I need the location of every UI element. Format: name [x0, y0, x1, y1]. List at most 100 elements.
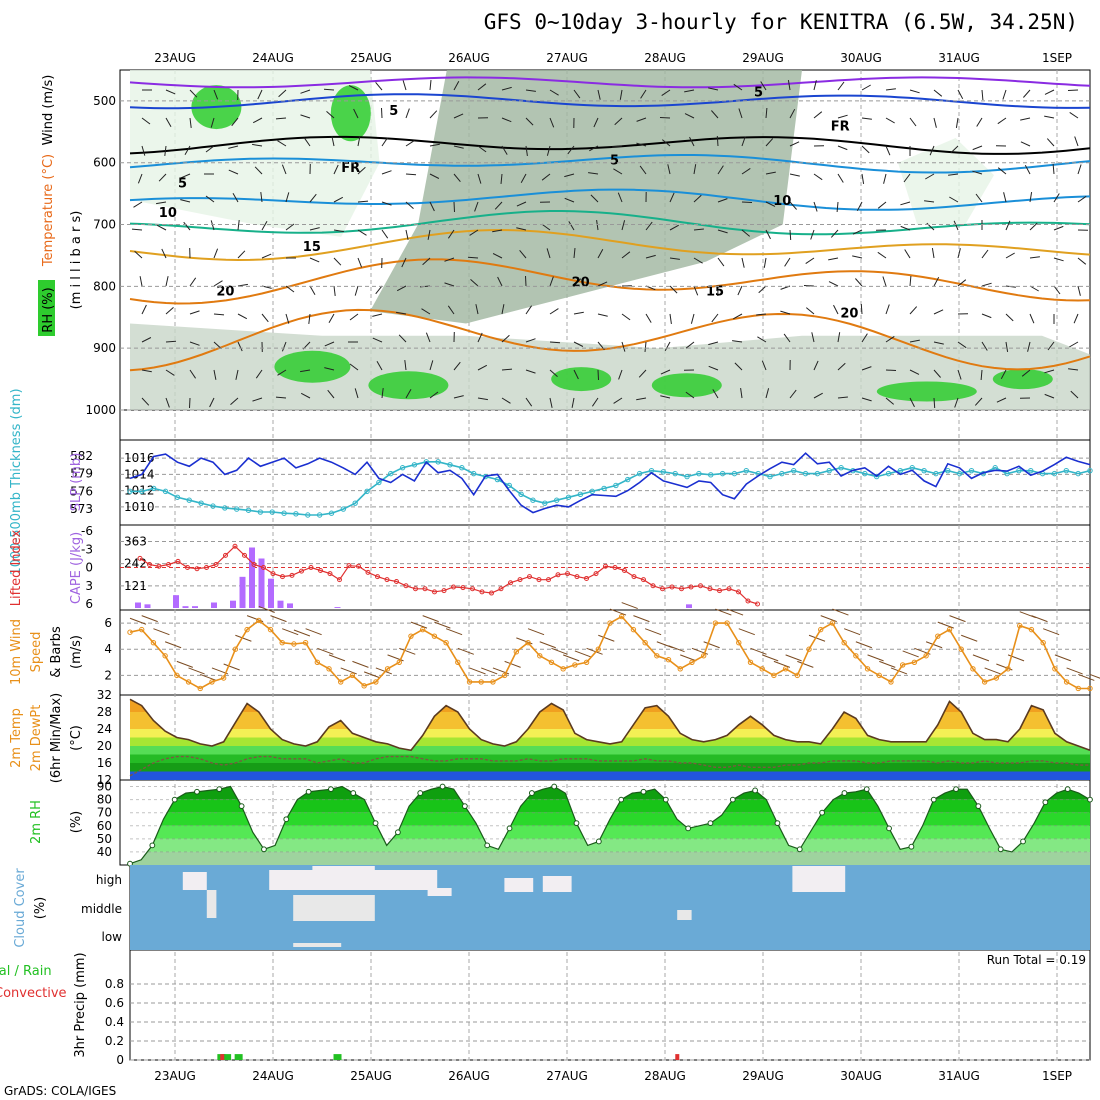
wind-barb	[954, 397, 959, 408]
lifted-index-point	[470, 586, 475, 592]
wind-barb-10m	[925, 641, 943, 649]
wind-barb	[957, 341, 967, 349]
wind-barb	[1067, 89, 1079, 91]
wind-barb-10m	[504, 660, 521, 668]
wind-barb	[405, 173, 417, 176]
ua-ylabel-temperature: Temperature (°C)	[41, 154, 56, 267]
wind-barb-10m	[633, 615, 650, 623]
wind-barb	[213, 280, 223, 287]
rh-point	[439, 783, 446, 790]
contour-line	[129, 210, 1091, 236]
wind-speed-line-point	[981, 679, 988, 685]
wind-barb	[640, 89, 647, 99]
rh-point	[283, 816, 290, 823]
wind-speed-line-point	[1087, 685, 1093, 692]
wind-barb	[375, 285, 383, 295]
cape-bar	[249, 547, 255, 608]
wind-barb	[590, 194, 599, 203]
temp-band	[130, 771, 1090, 780]
wind-barb	[1000, 369, 1007, 380]
rh-point	[662, 796, 669, 803]
wind-barb	[708, 341, 719, 346]
wind-barb	[447, 229, 455, 239]
wind-barb	[828, 281, 839, 287]
wind-barb	[210, 117, 215, 128]
wind-barb-10m	[902, 650, 919, 658]
wind-ylabel-d: (m/s)	[69, 635, 84, 669]
wind-barb	[205, 195, 215, 203]
wind-barb	[357, 166, 366, 175]
temp-ytick: 20	[97, 739, 112, 753]
wind-barb	[328, 313, 335, 323]
wind-barb-10m	[586, 647, 603, 655]
date-label-bottom: 29AUG	[742, 1069, 784, 1083]
slp-line	[129, 452, 1091, 514]
wind-speed-line-point	[127, 629, 133, 635]
wind-barb	[909, 117, 917, 127]
wind-barb	[621, 220, 626, 231]
lifted-index-point	[213, 561, 219, 567]
wind-barb	[453, 201, 455, 213]
wind-barb	[591, 397, 599, 407]
contour-label: 10	[773, 194, 791, 209]
cloud-ylabel-a: Cloud Cover	[13, 868, 28, 948]
wind-barb	[693, 164, 697, 175]
lifted-index-point	[289, 572, 295, 578]
thickness-line	[130, 461, 1091, 516]
lifted-index-point	[166, 561, 171, 567]
rh-point	[261, 846, 267, 853]
wind-barb	[189, 341, 200, 346]
wind-barb	[324, 367, 335, 371]
wind-barb	[573, 89, 581, 99]
rh-high-shade	[551, 367, 612, 392]
wind-barb	[1077, 285, 1081, 296]
thickness-line-point	[305, 512, 311, 518]
contour-label: 10	[159, 206, 177, 221]
wind-barb	[549, 341, 561, 344]
wind-speed-line-point	[736, 639, 742, 646]
thickness-line-point	[862, 470, 868, 477]
wind-speed-line-point	[478, 679, 484, 685]
wind-speed-line-point	[583, 659, 590, 666]
wind-barb	[255, 369, 263, 379]
date-label-bottom: 31AUG	[938, 1069, 980, 1083]
wind-barb-10m	[808, 634, 826, 642]
wind-barb-10m	[1089, 673, 1100, 679]
thickness-line-point	[601, 485, 607, 492]
lifted-index-point	[745, 598, 751, 604]
rh-point	[506, 825, 513, 832]
wind-barb	[141, 304, 147, 315]
wind-barb	[741, 136, 746, 147]
wind-barb	[957, 89, 964, 100]
wind-barb	[494, 201, 503, 210]
wind-barb	[501, 145, 508, 155]
wind-barb	[645, 313, 652, 323]
thickness-line-point	[933, 470, 939, 477]
lifted-index-point	[489, 590, 494, 596]
wind-barb	[597, 369, 599, 381]
contour-label: 5	[610, 154, 619, 169]
wind-barb-10m	[141, 615, 158, 623]
contour-label: 15	[303, 240, 321, 255]
lifted-index-point	[631, 574, 637, 580]
li-ylabel: Lifted Index	[9, 529, 24, 606]
wind-barb	[333, 164, 339, 175]
rh-point	[863, 786, 870, 793]
wind-barb	[1029, 222, 1038, 231]
thickness-line-point	[921, 467, 927, 474]
wind-barb	[733, 83, 743, 91]
lifted-index-point	[327, 571, 333, 577]
wind-barb-10m	[750, 647, 767, 655]
wind-speed-line-point	[150, 639, 157, 646]
wind-barb	[684, 89, 695, 93]
wind-barb	[564, 173, 575, 178]
lifted-index-point	[555, 572, 561, 578]
thickness-line-point	[399, 465, 406, 471]
lifted-index-point	[650, 583, 656, 589]
wind-barb	[909, 306, 918, 315]
wind-barb	[453, 173, 461, 183]
wind-barb	[237, 250, 246, 259]
thickness-line-point	[767, 473, 773, 480]
wind-barb	[885, 117, 895, 124]
wind-barb	[501, 368, 513, 371]
